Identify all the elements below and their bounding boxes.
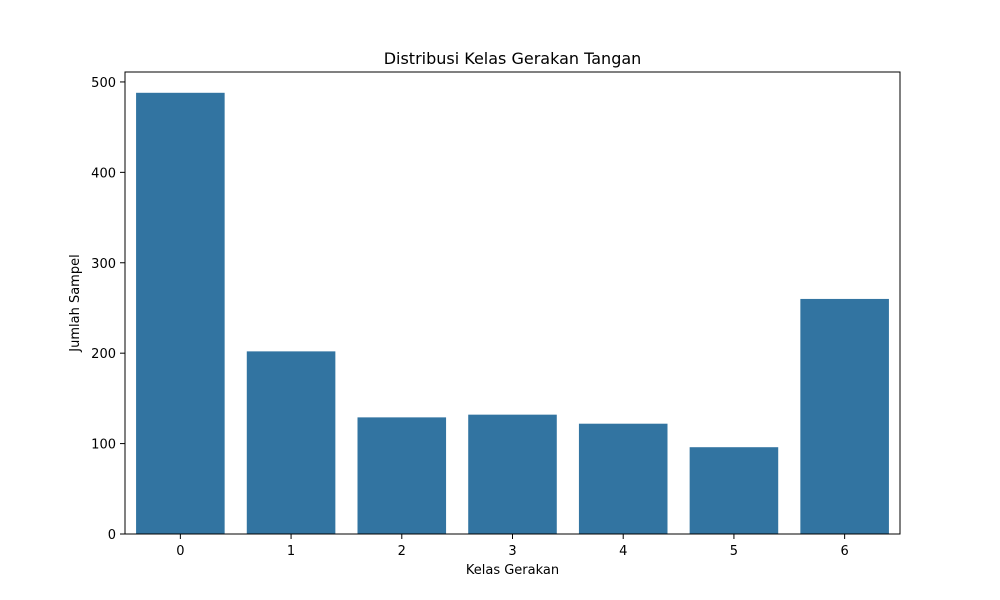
y-tick-label: 500 <box>91 76 116 91</box>
y-tick-label: 400 <box>91 166 116 181</box>
y-tick-label: 0 <box>108 528 116 543</box>
x-tick-label: 1 <box>287 544 295 559</box>
y-tick-label: 200 <box>91 347 116 362</box>
x-tick-label: 3 <box>508 544 516 559</box>
bar-4 <box>578 423 668 534</box>
ticks-layer: 0 1 2 3 4 5 6 0 100 200 300 400 500 <box>91 76 849 559</box>
x-tick-label: 2 <box>398 544 406 559</box>
bar-2 <box>357 417 447 534</box>
x-tick-label: 5 <box>730 544 738 559</box>
x-tick-label: 6 <box>841 544 849 559</box>
bars-layer <box>136 92 889 534</box>
x-axis-label: Kelas Gerakan <box>466 563 559 578</box>
x-tick-label: 0 <box>176 544 184 559</box>
bar-5 <box>689 447 779 534</box>
y-tick-label: 100 <box>91 438 116 453</box>
bar-0 <box>136 92 225 534</box>
y-axis-label: Jumlah Sampel <box>68 254 83 352</box>
bar-1 <box>246 351 336 534</box>
plot-frame <box>124 71 901 535</box>
x-tick-label: 4 <box>619 544 627 559</box>
bar-3 <box>468 414 557 534</box>
bar-6 <box>800 298 889 534</box>
y-tick-label: 300 <box>91 257 116 272</box>
chart-title: Distribusi Kelas Gerakan Tangan <box>384 49 642 68</box>
